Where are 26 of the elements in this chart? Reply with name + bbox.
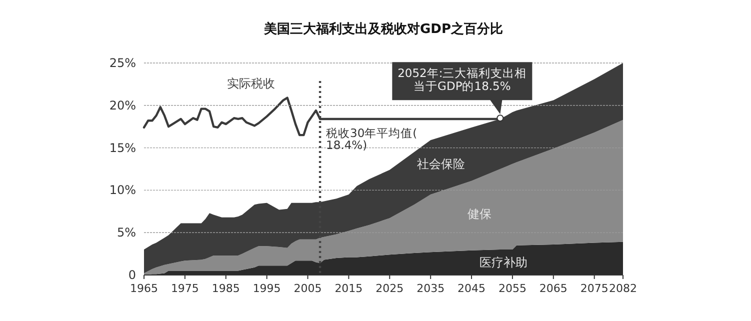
x-tick-label: 2015 bbox=[334, 282, 363, 295]
series-label: 实际税收 bbox=[226, 76, 275, 90]
y-tick-label: 5% bbox=[116, 226, 136, 240]
y-tick-label: 20% bbox=[109, 98, 136, 112]
y-tick-label: 15% bbox=[109, 140, 136, 155]
annotation: 税收30年平均值(18.4%) bbox=[326, 126, 418, 152]
x-tick-label: 2045 bbox=[458, 282, 486, 295]
x-tick-label: 1995 bbox=[252, 282, 281, 295]
x-tick-label: 2075 bbox=[580, 282, 608, 295]
x-tick-label: 1965 bbox=[130, 282, 158, 295]
series-label: 社会保险 bbox=[416, 156, 465, 171]
x-tick-label: 2035 bbox=[416, 282, 445, 295]
series-label: 医疗补助 bbox=[479, 255, 528, 270]
x-tick-label: 2025 bbox=[376, 282, 404, 295]
y-tick-label: 10% bbox=[109, 183, 136, 198]
y-tick-label: 0 bbox=[128, 268, 136, 282]
chart-title: 美国三大福利支出及税收对GDP之百分比 bbox=[263, 21, 503, 37]
x-tick-label: 2005 bbox=[294, 282, 322, 295]
x-tick-label: 2065 bbox=[539, 282, 568, 295]
y-tick-label: 25% bbox=[109, 56, 136, 70]
x-tick-label: 2082 bbox=[609, 282, 637, 295]
x-tick-label: 1975 bbox=[170, 282, 199, 295]
x-tick-label: 2055 bbox=[498, 282, 526, 295]
annotation: 2052年:三大福利支出相当于GDP的18.5% bbox=[398, 66, 527, 94]
x-tick-label: 1985 bbox=[212, 282, 240, 295]
series-label: 健保 bbox=[467, 206, 492, 221]
